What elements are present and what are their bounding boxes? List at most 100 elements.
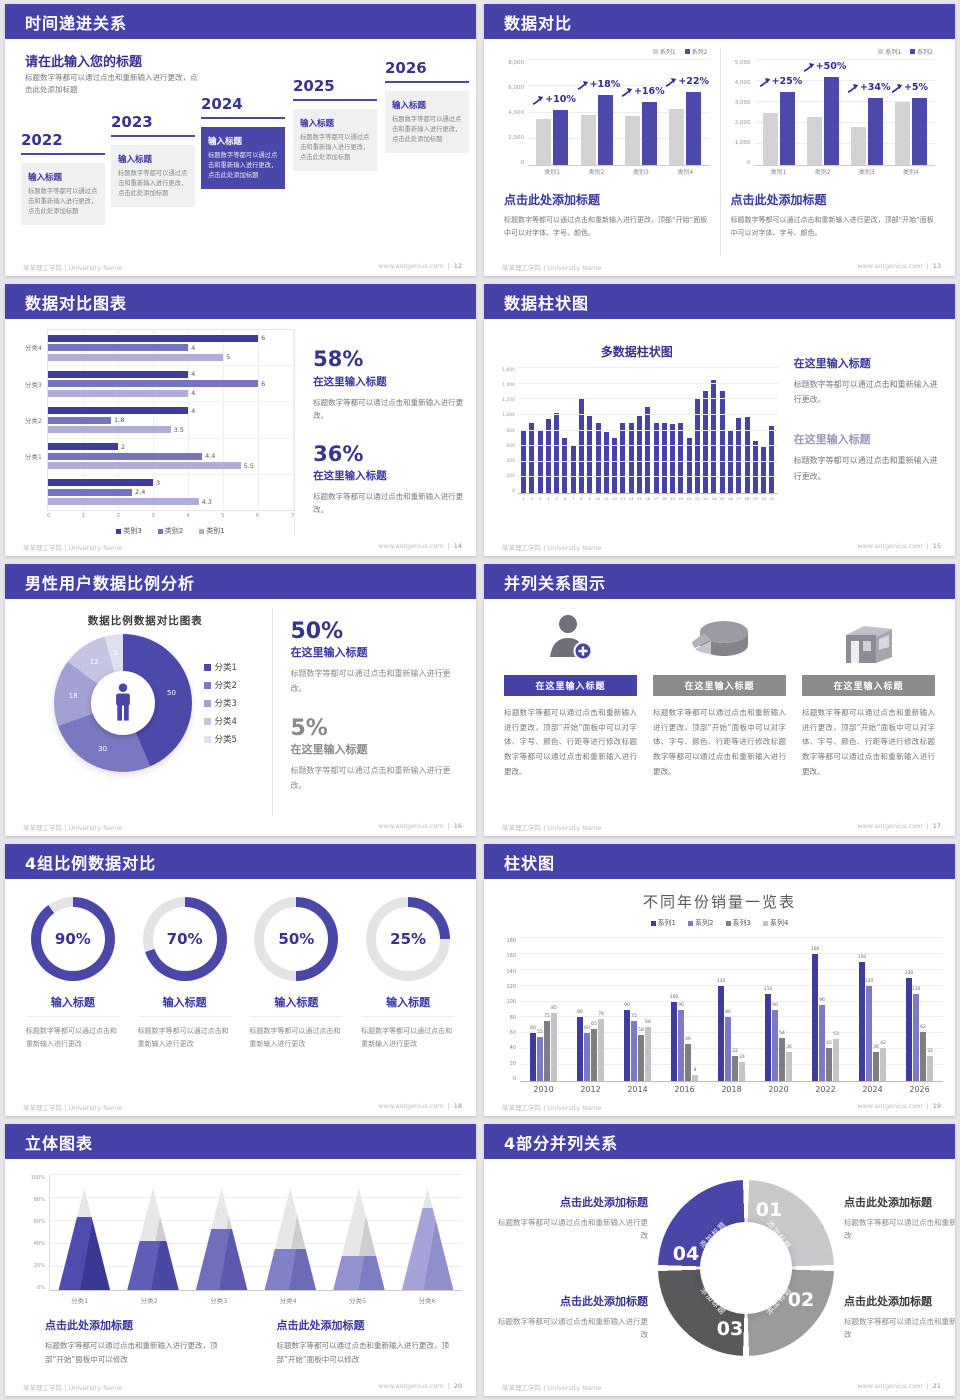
card-title: 输入标题 xyxy=(386,996,431,1009)
bar-row: 4 xyxy=(48,370,293,378)
slide-thumbnail-16[interactable]: 男性用户数据比例分析 数据比例数据对比图表 50 30 18 12 5 分类1 分类2 分类3… xyxy=(5,564,476,836)
bar xyxy=(587,416,593,493)
ring-hole xyxy=(700,1221,792,1314)
bar: 90 xyxy=(772,1003,778,1081)
timeline-box-title: 输入标题 xyxy=(208,137,243,147)
slide-thumbnail-12[interactable]: 时间递进关系 请在此输入您的标题 标题数字等都可以通过点击和重新输入进行更改，点… xyxy=(5,4,476,276)
chart-title: 多数据柱状图 xyxy=(600,345,673,359)
footer-university: 某某理工学院 | University Name xyxy=(23,824,123,832)
x-tick-label: 5 xyxy=(555,496,558,501)
x-tick-label: 11 xyxy=(603,496,609,501)
x-tick-label: 9 xyxy=(588,496,591,501)
bar: 85 xyxy=(551,1006,557,1081)
ring-percent: 90% xyxy=(54,930,91,948)
segment-value-label: 50 xyxy=(167,688,176,697)
bar xyxy=(537,430,543,493)
x-tick-label: 3 xyxy=(151,513,155,519)
bar-series1 xyxy=(536,119,552,165)
bar-row: 4.4 xyxy=(48,452,293,460)
bar: 42 xyxy=(880,1041,886,1081)
bar xyxy=(711,379,717,493)
increase-arrow-icon xyxy=(621,88,633,97)
slide-content: 100% 80% 60% 40% 20% 0% 分类1 分类2 分类3 分类4 分类5 分类6 点击此… xyxy=(5,1159,476,1376)
chart-legend: 系列1 系列2 xyxy=(652,47,708,56)
bar xyxy=(48,426,171,433)
slide-footer: 某某理工学院 | University Name www.aotgenius.c… xyxy=(502,262,941,272)
y-tick-label: 3,000 xyxy=(734,100,751,106)
bar: 100 xyxy=(670,995,678,1081)
timeline-item: 2026 输入标题 标题数字等都可以通过点击和重新输入进行更改，点击此处添加标题 xyxy=(385,59,469,154)
segment-number: 04 xyxy=(672,1242,700,1265)
bar: 8 xyxy=(692,1068,698,1081)
ring-percent: 25% xyxy=(390,930,427,948)
x-label: 2010 xyxy=(533,1085,554,1094)
y-tick-label: 8,000 xyxy=(508,60,524,66)
chart-title: 不同年份销量一览表 xyxy=(642,893,796,911)
block-body: 标题数字等都可以通过点击和重新输入进行更改，顶部“开始”面板中可以修改 xyxy=(45,1341,218,1364)
timeline-year: 2026 xyxy=(385,59,427,77)
cone xyxy=(264,1188,317,1290)
growth-label: +5% xyxy=(891,82,928,93)
footer-separator: | xyxy=(926,262,929,270)
legend-item: 系列1 xyxy=(878,47,901,56)
legend-label: 分类4 xyxy=(214,717,237,727)
slide-thumbnail-21[interactable]: 4部分并列关系 点击此处添加标题 标题数字等都可以通过点击和重新输入进行更改 点… xyxy=(484,1124,955,1396)
increase-arrow-icon xyxy=(803,62,815,72)
growth-label: +16% xyxy=(621,86,665,97)
slide-thumbnail-17[interactable]: 并列关系图示 在这里输入标题 标题数字等都可以通过点击和重新输入进行更改，顶部“… xyxy=(484,564,955,836)
bar-series1 xyxy=(762,112,778,165)
y-tick-label: 400 xyxy=(506,458,515,464)
panel-body: 标题数字等都可以通过点击和重新输入进行更改，顶部“开始”面板中可以对字体、字号、… xyxy=(730,216,934,238)
value-label: 65 xyxy=(591,1022,597,1028)
block-heading: 点击此处添加标题 xyxy=(276,1319,365,1332)
segment-value-label: 12 xyxy=(89,657,99,666)
column-icon-wrap xyxy=(653,611,786,675)
bar-row: 2.4 xyxy=(48,488,293,497)
x-tick-label: 4 xyxy=(547,496,550,501)
divider xyxy=(138,1016,231,1017)
growth-label: +22% xyxy=(665,76,709,87)
legend-swatch xyxy=(725,920,731,926)
slide-thumbnail-20[interactable]: 立体图表 100% 80% 60% 40% 20% 0% 分类1 分类2 分类3 分类4 分类5 分类… xyxy=(5,1124,476,1396)
panel-heading: 在这里输入标题 xyxy=(793,357,871,370)
x-tick-label: 20 xyxy=(678,496,684,501)
bar: 42 xyxy=(826,1041,832,1081)
y-tick-label: 60% xyxy=(33,1219,45,1225)
legend-item: 类别2 xyxy=(157,526,183,536)
growth-label: +25% xyxy=(759,76,802,87)
column-header: 在这里输入标题 xyxy=(802,675,935,696)
slide-thumbnail-15[interactable]: 数据柱状图 多数据柱状图 1,600 1,400 1,200 1,000 800 600 40… xyxy=(484,284,955,556)
bar xyxy=(48,407,189,414)
slide-thumbnail-14[interactable]: 数据对比图表 分类4 分类3 分类2 分类1 6 4 5 4 6 4 4 1.8 3.5 2 4.4 5.5 3… xyxy=(5,284,476,556)
column-header: 在这里输入标题 xyxy=(653,675,786,696)
slide-thumbnail-19[interactable]: 柱状图 不同年份销量一览表 系列1 系列2 系列3 系列4 180 160 140 120 100… xyxy=(484,844,955,1116)
bar: 60 xyxy=(530,1026,536,1081)
slide-thumbnail-18[interactable]: 4组比例数据对比 90% 输入标题 标题数字等都可以通过点击和重新输入进行更改 … xyxy=(5,844,476,1116)
legend-label: 系列1 xyxy=(657,919,677,927)
slide-thumbnail-13[interactable]: 数据对比 系列1 系列2 8,000 6,000 4,000 2,000 0 +10% 类别1 +… xyxy=(484,4,955,276)
bar xyxy=(603,432,609,493)
value-label: 2.4 xyxy=(135,488,146,497)
timeline-rule xyxy=(111,135,195,137)
bar xyxy=(48,389,189,397)
bar-group: 150 120 36 42 2024 xyxy=(858,938,886,1094)
bar: 46 xyxy=(685,1037,691,1081)
footer-separator: | xyxy=(447,822,450,830)
x-tick-label: 2 xyxy=(530,496,533,501)
bar-group: 60 55 75 85 2010 xyxy=(530,938,557,1094)
timeline-box: 输入标题 标题数字等都可以通过点击和重新输入进行更改，点击此处添加标题 xyxy=(293,109,377,172)
gridline xyxy=(518,367,778,368)
bar xyxy=(628,422,634,493)
ring-card: 90% 输入标题 标题数字等都可以通过点击和重新输入进行更改 xyxy=(23,897,123,1096)
value-label: 100 xyxy=(669,994,679,1000)
bar-series1 xyxy=(624,116,640,165)
corner-block: 点击此处添加标题 标题数字等都可以通过点击和重新输入进行更改 xyxy=(498,1293,648,1341)
x-label: 2026 xyxy=(909,1085,930,1094)
bar xyxy=(48,498,199,506)
value-label: 46 xyxy=(685,1037,691,1043)
gridline xyxy=(50,1243,462,1244)
gridline xyxy=(520,1016,943,1018)
bar xyxy=(545,418,551,493)
slide-header: 柱状图 xyxy=(484,844,955,879)
bar: 53 xyxy=(833,1032,839,1081)
